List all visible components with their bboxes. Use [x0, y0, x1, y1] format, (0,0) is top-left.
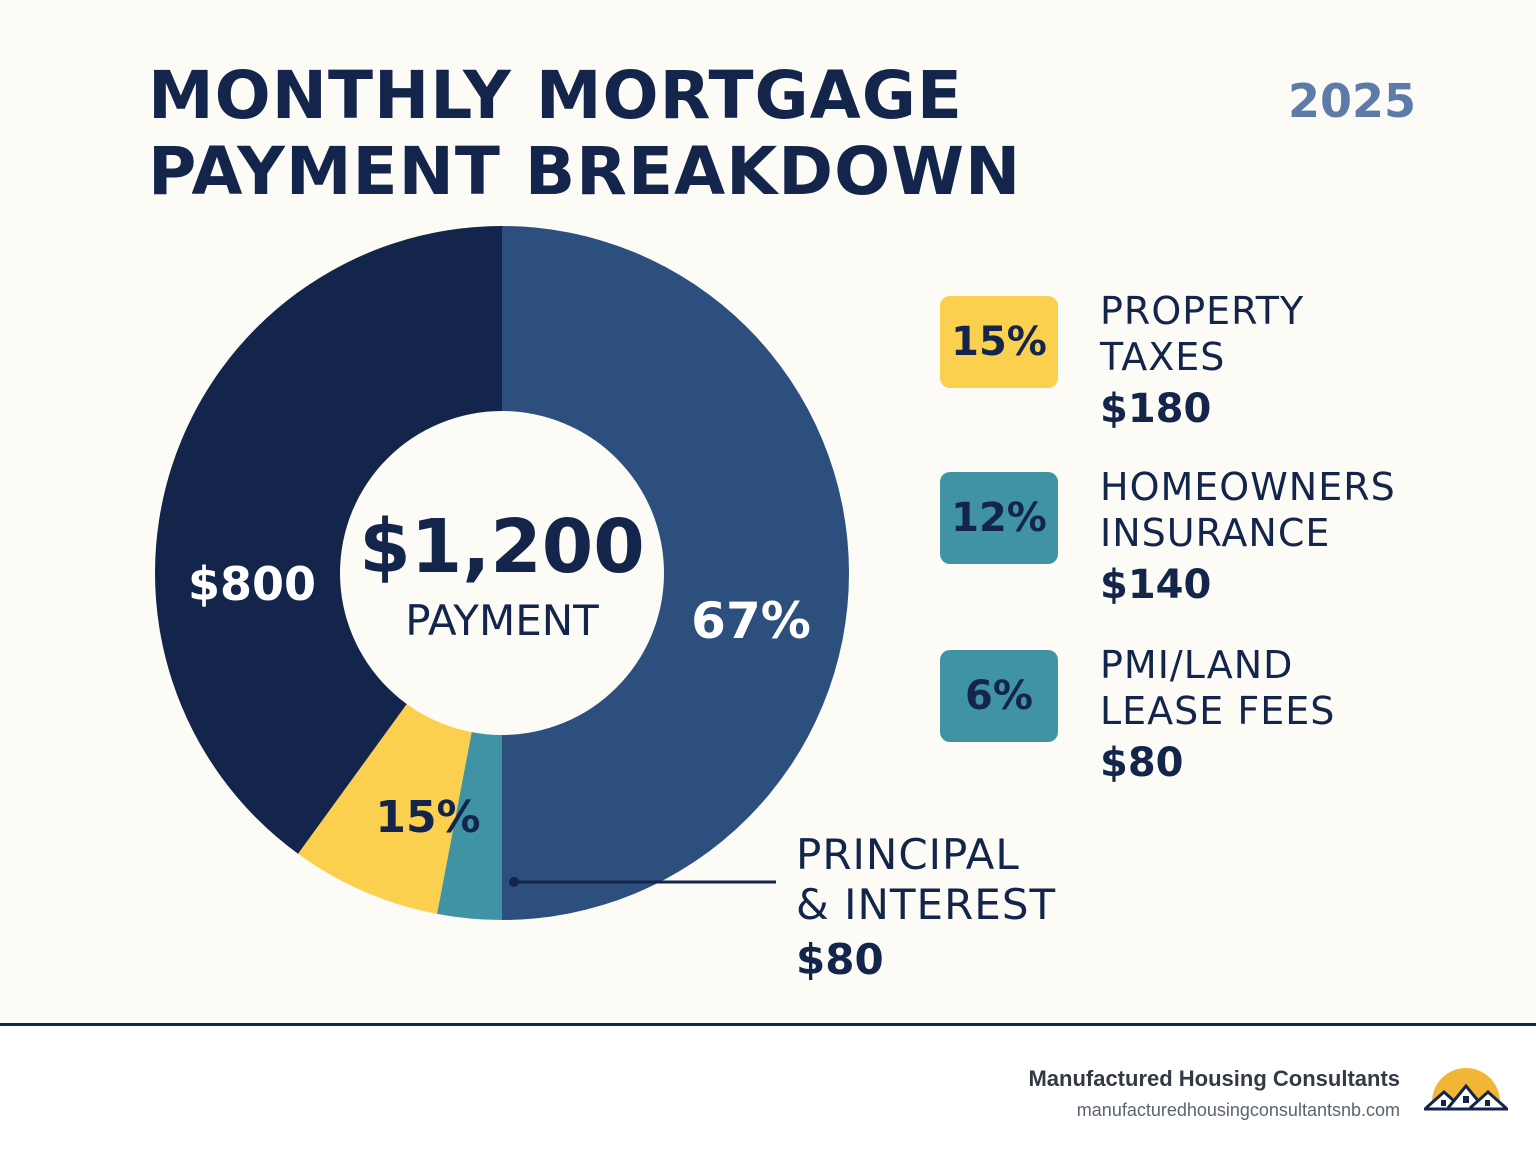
callout-label-line-1: PRINCIPAL — [796, 830, 1020, 879]
brand-url: manufacturedhousingconsultantsnb.com — [1076, 1100, 1400, 1120]
title-line-1: MONTHLY MORTGAGE — [148, 57, 963, 134]
legend-label: PMI/LAND LEASE FEES — [1100, 642, 1335, 734]
legend-label-line-2: INSURANCE — [1100, 511, 1331, 555]
legend-label: PROPERTY TAXES — [1100, 288, 1304, 380]
title-line-2: PAYMENT BREAKDOWN — [148, 133, 1022, 210]
legend-item-homeowners-insurance: 12% HOMEOWNERS INSURANCE $140 — [940, 465, 1440, 632]
legend-text: PROPERTY TAXES $180 — [1100, 288, 1304, 438]
legend-label-line-1: PMI/LAND — [1100, 643, 1294, 687]
legend-text: PMI/LAND LEASE FEES $80 — [1100, 642, 1335, 792]
legend-label-line-2: LEASE FEES — [1100, 689, 1336, 733]
slice-label-navy: $800 — [188, 557, 316, 611]
legend-value: $140 — [1100, 562, 1212, 608]
legend-badge: 12% — [940, 472, 1058, 564]
donut-hole — [340, 411, 664, 735]
legend-label-line-1: PROPERTY — [1100, 289, 1305, 333]
slice-label-yellow: 15% — [375, 792, 480, 843]
principal-interest-callout: PRINCIPAL & INTEREST $80 — [796, 830, 1056, 990]
legend-value: $180 — [1100, 386, 1212, 432]
footer-divider — [0, 1023, 1536, 1026]
center-caption: PAYMENT — [405, 596, 599, 645]
legend-text: HOMEOWNERS INSURANCE $140 — [1100, 464, 1396, 614]
callout-label: PRINCIPAL & INTEREST — [796, 830, 1056, 930]
legend-label-line-2: TAXES — [1100, 335, 1226, 379]
legend-label: HOMEOWNERS INSURANCE — [1100, 464, 1396, 556]
callout-value: $80 — [796, 935, 884, 984]
callout-label-line-2: & INTEREST — [796, 880, 1057, 929]
donut-slice-navy — [155, 226, 502, 854]
legend-badge: 15% — [940, 296, 1058, 388]
center-total: $1,200 — [359, 504, 645, 590]
year-label: 2025 — [1287, 74, 1416, 128]
house-sun-logo-icon — [1424, 1068, 1508, 1111]
slice-label-blue: 67% — [691, 592, 811, 650]
legend-item-pmi-land-lease-fees: 6% PMI/LAND LEASE FEES $80 — [940, 643, 1440, 810]
legend-item-property-taxes: 15% PROPERTY TAXES $180 — [940, 289, 1440, 456]
donut-slices — [155, 226, 849, 920]
callout-leader-dot — [509, 877, 519, 887]
legend-badge: 6% — [940, 650, 1058, 742]
legend-value: $80 — [1100, 740, 1184, 786]
donut-chart: $1,200 PAYMENT 67% 15% $800 — [155, 226, 849, 920]
chart-title: MONTHLY MORTGAGE PAYMENT BREAKDOWN — [148, 58, 1148, 210]
donut-slice-blue — [502, 226, 849, 920]
footer: Manufactured Housing Consultants manufac… — [0, 1026, 1536, 1154]
legend-label-line-1: HOMEOWNERS — [1100, 465, 1396, 509]
brand-name: Manufactured Housing Consultants — [1028, 1066, 1400, 1091]
